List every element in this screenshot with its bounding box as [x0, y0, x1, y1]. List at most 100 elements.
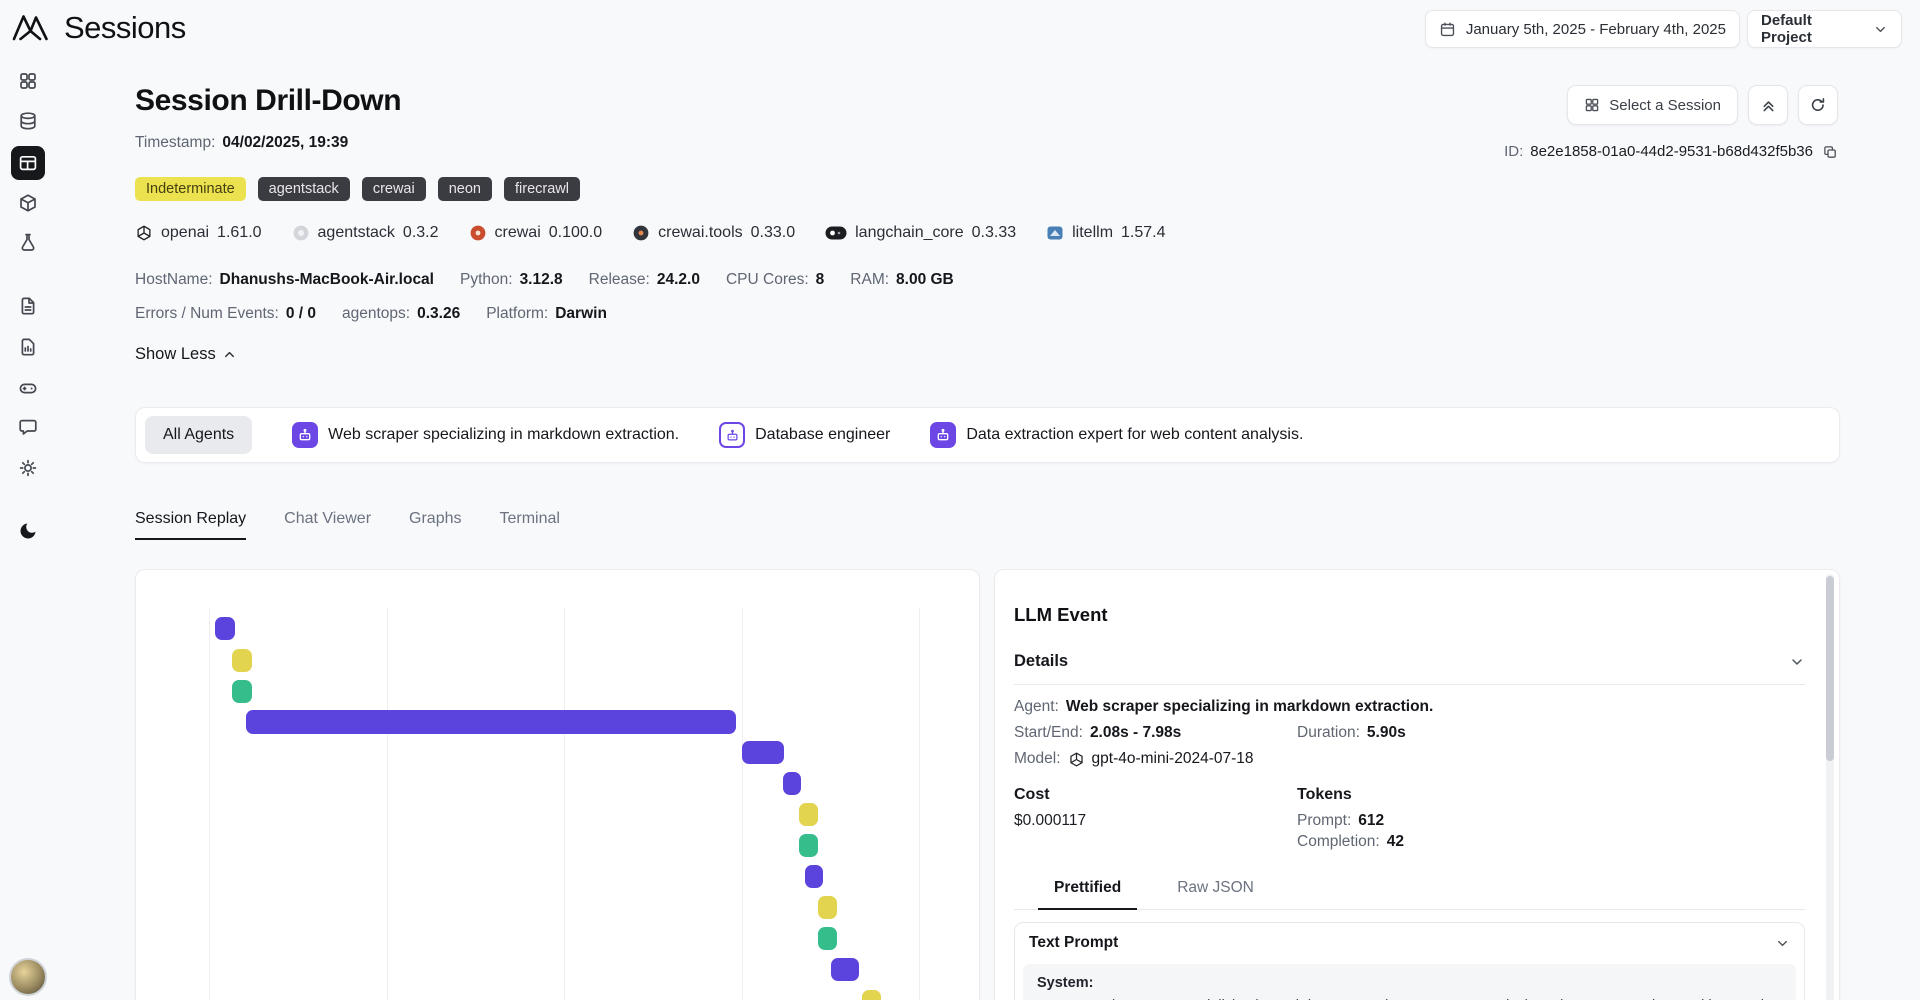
chart-gridline: [209, 608, 210, 1000]
copy-id-button[interactable]: [1822, 144, 1838, 160]
gantt-bar-llm[interactable]: [246, 710, 736, 734]
model-field: Model: gpt-4o-mini-2024-07-18: [1014, 750, 1254, 767]
select-session-button[interactable]: Select a Session: [1567, 85, 1738, 125]
tag-firecrawl: firecrawl: [503, 177, 580, 201]
package-version: 0.100.0: [548, 224, 603, 241]
hostname-field: HostName: Dhanushs-MacBook-Air.local: [135, 271, 434, 288]
gamepad-icon: [19, 383, 37, 394]
page-header-title: Sessions: [64, 10, 186, 45]
package-langchain-core: langchain_core 0.3.33: [825, 224, 1016, 242]
agent-item-web-scraper[interactable]: Web scraper specializing in markdown ext…: [292, 422, 679, 448]
chevron-up-icon: [224, 351, 234, 358]
robot-icon: [930, 422, 957, 448]
sidebar-item-packages[interactable]: [18, 193, 38, 213]
tab-session-replay[interactable]: Session Replay: [135, 510, 247, 540]
completion-tokens-field: Completion: 42: [1297, 833, 1404, 850]
scrollbar-thumb[interactable]: [1826, 576, 1834, 761]
panel-scrollbar[interactable]: [1826, 574, 1834, 1000]
sessions-table-icon: [19, 155, 37, 171]
agentops-logo: [10, 8, 50, 48]
gantt-bar-tool[interactable]: [799, 834, 818, 857]
agent-item-database-engineer[interactable]: Database engineer: [719, 422, 890, 448]
main-tabs: Session Replay Chat Viewer Graphs Termin…: [135, 510, 560, 540]
ram-field: RAM: 8.00 GB: [850, 271, 954, 288]
tab-terminal[interactable]: Terminal: [499, 510, 560, 527]
user-avatar[interactable]: [9, 958, 47, 996]
tab-graphs[interactable]: Graphs: [409, 510, 462, 527]
tab-raw-json[interactable]: Raw JSON: [1177, 879, 1254, 896]
sidebar-item-evals[interactable]: [18, 232, 38, 252]
show-less-toggle[interactable]: Show Less: [135, 345, 237, 364]
chart-gridline: [387, 608, 388, 1000]
sidebar-item-reports[interactable]: [18, 337, 38, 357]
litellm-logo-icon: [1047, 226, 1063, 240]
sidebar-rail: [0, 0, 56, 1000]
gantt-bar-tool[interactable]: [232, 680, 252, 703]
refresh-button[interactable]: [1798, 85, 1838, 125]
cost-tokens-section: Cost $0.000117 Tokens Prompt: 612 Comple…: [1014, 786, 1805, 851]
package-version: 1.57.4: [1121, 224, 1166, 241]
project-select-value: Default Project: [1761, 12, 1812, 46]
tag-crewai: crewai: [361, 177, 426, 201]
cost-block: Cost $0.000117: [1014, 786, 1297, 851]
chart-gridline: [919, 608, 920, 1000]
select-session-label: Select a Session: [1609, 96, 1721, 114]
openai-logo-icon: [1069, 751, 1083, 767]
chevron-down-icon: [1789, 654, 1805, 670]
timestamp-label: Timestamp:: [135, 134, 216, 151]
text-prompt-section: Text Prompt System: You are Web scraper …: [1014, 922, 1805, 1000]
sidebar-item-logs[interactable]: [18, 296, 38, 316]
details-heading: Details: [1014, 652, 1069, 670]
sidebar-item-settings[interactable]: [18, 458, 38, 478]
packages-row: openai 1.61.0 agentstack 0.3.2 crewai 0.…: [135, 224, 1166, 242]
text-prompt-label: Text Prompt: [1029, 934, 1119, 951]
agent-item-data-extraction-expert[interactable]: Data extraction expert for web content a…: [930, 422, 1303, 448]
gantt-bar-llm[interactable]: [215, 617, 235, 640]
chevron-down-icon: [1775, 936, 1790, 951]
chart-gridline: [564, 608, 565, 1000]
sidebar-item-sessions[interactable]: [11, 146, 45, 180]
event-detail-panel: LLM Event Details Agent: Web scraper spe…: [994, 569, 1840, 1000]
text-prompt-header[interactable]: Text Prompt: [1015, 923, 1804, 962]
tab-prettified[interactable]: Prettified: [1038, 879, 1138, 910]
project-select[interactable]: Default Project: [1747, 10, 1902, 48]
dark-mode-toggle[interactable]: [18, 521, 38, 541]
errors-field: Errors / Num Events: 0 / 0: [135, 305, 317, 322]
package-name: crewai.tools: [658, 224, 743, 241]
gantt-bar-action[interactable]: [799, 803, 818, 826]
date-range-picker[interactable]: January 5th, 2025 - February 4th, 2025: [1424, 10, 1740, 48]
session-id-label: ID:: [1504, 143, 1524, 160]
collapse-all-button[interactable]: [1748, 85, 1788, 125]
file-chart-icon: [21, 338, 35, 356]
sidebar-item-overview[interactable]: [18, 71, 38, 91]
gantt-bar-action[interactable]: [818, 896, 837, 919]
gantt-bar-action[interactable]: [232, 649, 252, 672]
flask-icon: [21, 233, 35, 251]
calendar-icon: [1439, 21, 1456, 38]
gantt-bar-action[interactable]: [862, 990, 881, 1000]
grid-small-icon: [1584, 97, 1600, 113]
agentstack-logo-icon: [293, 225, 308, 241]
header-actions: Select a Session: [1567, 85, 1838, 125]
copy-icon: [1824, 145, 1836, 158]
system-message-block: System: You are Web scraper specializing…: [1023, 964, 1796, 1000]
all-agents-button[interactable]: All Agents: [145, 416, 253, 454]
tab-chat-viewer[interactable]: Chat Viewer: [284, 510, 372, 527]
package-agentstack: agentstack 0.3.2: [292, 224, 439, 242]
show-less-label: Show Less: [135, 345, 216, 363]
package-litellm: litellm 1.57.4: [1046, 224, 1166, 242]
langchain-logo-icon: [825, 226, 847, 240]
sidebar-item-playground[interactable]: [18, 378, 38, 398]
sidebar-item-feedback[interactable]: [18, 417, 38, 437]
gantt-bar-tool[interactable]: [818, 927, 837, 950]
sidebar-item-data[interactable]: [18, 111, 38, 131]
gantt-bar-llm[interactable]: [783, 772, 801, 795]
gantt-bar-llm[interactable]: [805, 865, 823, 888]
gantt-bar-llm[interactable]: [831, 958, 859, 981]
gantt-bar-llm[interactable]: [742, 741, 784, 764]
package-name: crewai: [494, 224, 541, 241]
host-info-row-1: HostName: Dhanushs-MacBook-Air.local Pyth…: [135, 271, 954, 289]
details-section-header[interactable]: Details: [1014, 652, 1805, 685]
crewai-tools-logo-icon: [633, 225, 649, 241]
session-replay-chart[interactable]: [136, 570, 979, 1000]
